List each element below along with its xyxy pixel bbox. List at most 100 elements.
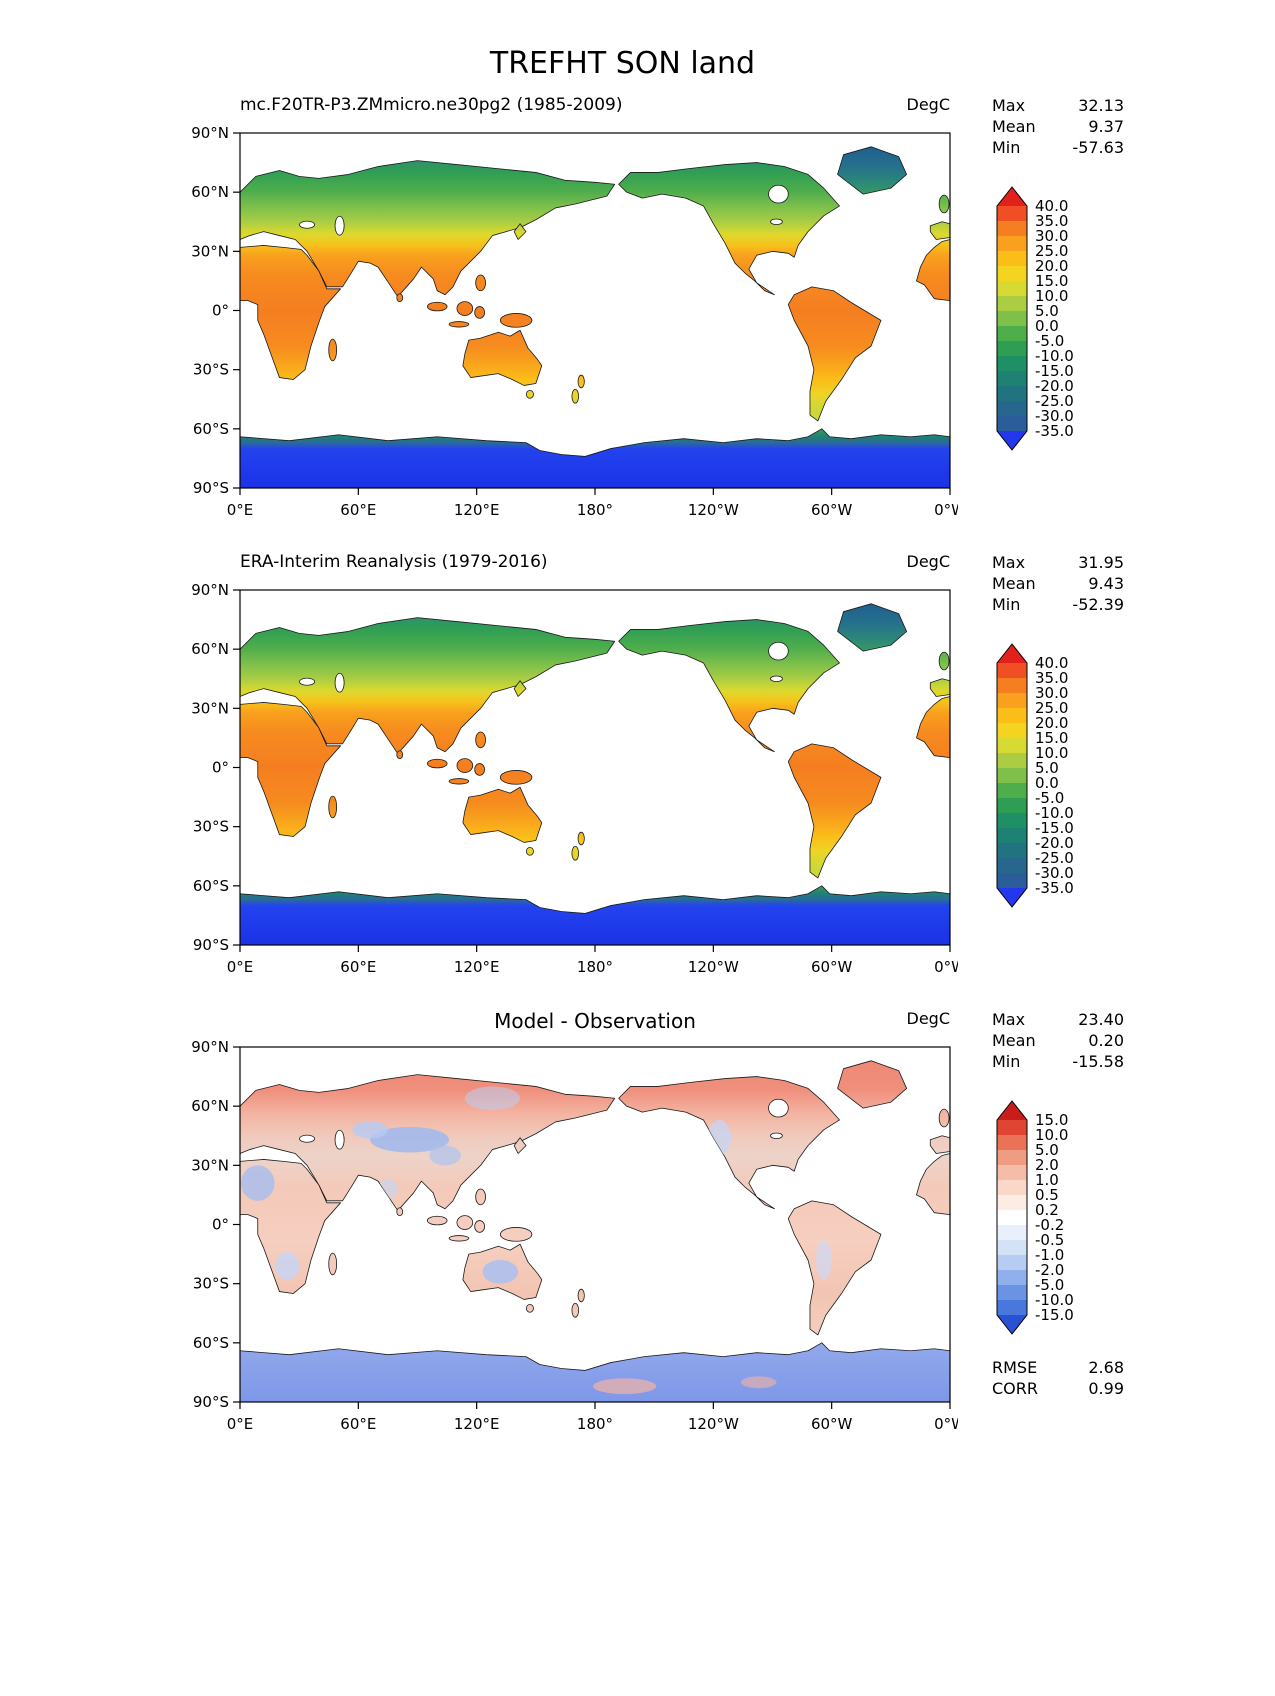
island — [457, 302, 473, 316]
colorbar-band — [997, 371, 1027, 387]
y-axis-tick-label: 90°S — [193, 936, 229, 954]
colorbar-tick-label: 35.0 — [1035, 212, 1068, 230]
stat-row: Max 23.40 — [992, 1009, 1124, 1030]
colorbar-observation: 40.0 35.0 30.0 25.0 20.0 15.0 10.0 5.0 0.0 -5.0 -1… — [992, 639, 1182, 916]
map-observation: 90°N 60°N 30°N 0° 30°S 60°S 90°S 0°E 60°E 120°E 18… — [178, 581, 966, 983]
island — [578, 375, 584, 388]
colorbar-arrow-bottom — [997, 888, 1027, 908]
metric-row: CORR 0.99 — [992, 1378, 1124, 1399]
x-axis-tick-label: 0°E — [227, 501, 254, 519]
greenland-landmass — [838, 604, 907, 651]
lake — [771, 219, 783, 225]
x-axis-tick-label: 120°W — [688, 501, 739, 519]
island — [939, 652, 949, 670]
colorbar-tick-label: 25.0 — [1035, 699, 1068, 717]
y-axis-tick-label: 60°N — [191, 1097, 229, 1115]
colorbar-tick-label: -0.5 — [1035, 1231, 1064, 1249]
colorbar-band — [997, 708, 1027, 724]
colorbar-tick-label: -20.0 — [1035, 377, 1074, 395]
colorbar-band — [997, 236, 1027, 252]
colorbar-tick-label: 15.0 — [1035, 1111, 1068, 1129]
colorbar-band — [997, 873, 1027, 889]
colorbar-tick-label: -5.0 — [1035, 1276, 1064, 1294]
panel-difference-header: Model - Observation DegC — [240, 1009, 950, 1037]
island — [397, 294, 403, 302]
lake — [335, 216, 344, 235]
lake — [771, 676, 783, 682]
x-axis-tick-label: 60°W — [811, 501, 853, 519]
rmse-label: RMSE — [992, 1358, 1038, 1378]
colorbar-band — [997, 858, 1027, 874]
panel-observation-side: Max 31.95 Mean 9.43 Min -52.39 40.0 35.0 3… — [992, 552, 1182, 916]
colorbar-canvas: 15.010.05.02.01.00.50.2-0.2-0.5-1.0-2.0-… — [996, 1100, 1074, 1336]
colorbar-tick-label: 15.0 — [1035, 729, 1068, 747]
colorbar-tick-label: -10.0 — [1035, 804, 1074, 822]
colorbar-tick-label: 10.0 — [1035, 287, 1068, 305]
x-axis-tick-label: 180° — [577, 501, 613, 519]
island — [475, 307, 485, 319]
lake — [300, 678, 315, 685]
colorbar-tick-label: 5.0 — [1035, 759, 1059, 777]
min-label: Min — [992, 138, 1021, 158]
colorbar-tick-label: 30.0 — [1035, 227, 1068, 245]
mean-label: Mean — [992, 1031, 1036, 1051]
island — [939, 1109, 949, 1127]
lake — [769, 1099, 789, 1117]
map-canvas: 90°N 60°N 30°N 0° 30°S 60°S 90°S 0°E 60°E 120°E 18… — [191, 581, 966, 976]
colorbar-tick-label: 5.0 — [1035, 1141, 1059, 1159]
island — [449, 322, 469, 328]
colorbar-tick-label: 0.0 — [1035, 317, 1059, 335]
units-label: DegC — [906, 552, 951, 571]
x-axis-tick-label: 0°W — [934, 958, 958, 976]
panel-observation: ERA-Interim Reanalysis (1979-2016) DegC … — [178, 552, 1275, 983]
colorbar-band — [997, 1225, 1027, 1241]
colorbar-difference: 15.0 10.0 5.0 2.0 1.0 0.5 0.2 -0.2 -0.5 -1.0 -2.0-… — [992, 1096, 1182, 1343]
colorbar-tick-label: -25.0 — [1035, 392, 1074, 410]
max-value: 31.95 — [1078, 553, 1124, 572]
greenland-landmass — [838, 1061, 907, 1108]
bias-patch — [429, 1145, 461, 1166]
min-label: Min — [992, 595, 1021, 615]
stat-row: Mean 0.20 — [992, 1030, 1124, 1051]
x-axis-tick-label: 60°W — [811, 958, 853, 976]
colorbar-band — [997, 828, 1027, 844]
min-label: Min — [992, 1052, 1021, 1072]
colorbar-tick-label: 15.0 — [1035, 272, 1068, 290]
island — [572, 846, 579, 860]
iberia-landmass — [930, 679, 950, 697]
bias-patch — [352, 1120, 388, 1139]
colorbar-tick-label: 25.0 — [1035, 242, 1068, 260]
panel-observation-header: ERA-Interim Reanalysis (1979-2016) DegC — [240, 552, 950, 580]
island — [427, 302, 447, 311]
y-axis-tick-label: 90°N — [191, 582, 229, 599]
colorbar-tick-label: -30.0 — [1035, 864, 1074, 882]
colorbar-outline — [996, 643, 1028, 909]
colorbar-tick-label: -15.0 — [1035, 819, 1074, 837]
mean-value: 9.43 — [1088, 574, 1124, 594]
metrics: RMSE 2.68 CORR 0.99 — [992, 1357, 1182, 1399]
stat-row: Min -15.58 — [992, 1051, 1124, 1072]
x-axis-tick-label: 60°E — [340, 501, 376, 519]
corr-label: CORR — [992, 1379, 1038, 1399]
lake — [769, 642, 789, 660]
bias-patch — [370, 1126, 450, 1153]
island — [526, 390, 533, 398]
colorbar-band — [997, 1255, 1027, 1271]
colorbar-band — [997, 678, 1027, 694]
y-axis-tick-label: 60°S — [193, 420, 229, 438]
colorbar-band — [997, 341, 1027, 357]
y-axis-tick-label: 30°N — [191, 1156, 229, 1174]
panel-model: mc.F20TR-P3.ZMmicro.ne30pg2 (1985-2009) … — [178, 95, 1275, 526]
island — [457, 1216, 473, 1230]
y-axis-tick-label: 90°N — [191, 1039, 229, 1056]
y-axis-tick-label: 30°S — [193, 361, 229, 379]
island — [457, 759, 473, 773]
island — [500, 1227, 532, 1241]
colorbar-band — [997, 1180, 1027, 1196]
colorbar-tick-label: 30.0 — [1035, 684, 1068, 702]
x-axis-tick-label: 120°E — [454, 501, 500, 519]
colorbar-outline — [996, 186, 1028, 452]
colorbar-tick-label: -5.0 — [1035, 332, 1064, 350]
x-axis-tick-label: 180° — [577, 958, 613, 976]
colorbar-arrow-bottom — [997, 431, 1027, 451]
